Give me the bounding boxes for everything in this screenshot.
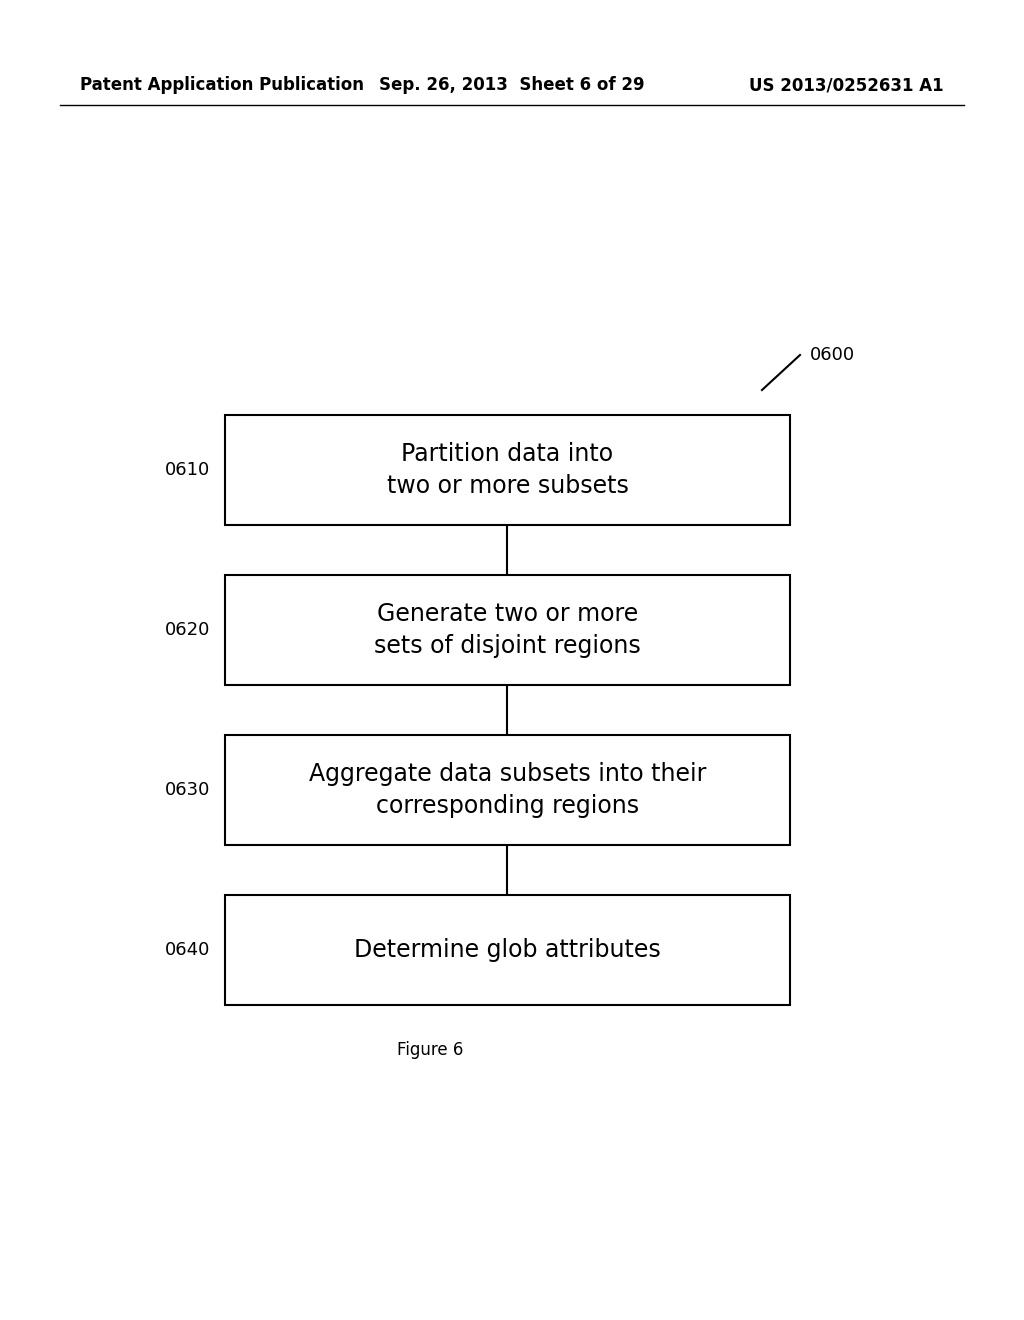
Text: Patent Application Publication: Patent Application Publication — [80, 77, 364, 94]
Bar — [225, 895, 790, 1005]
Text: 0610: 0610 — [165, 461, 210, 479]
Text: 0620: 0620 — [165, 620, 210, 639]
Text: Partition data into
two or more subsets: Partition data into two or more subsets — [387, 442, 629, 498]
Bar — [225, 735, 790, 845]
Text: 0640: 0640 — [165, 941, 210, 960]
Text: Generate two or more
sets of disjoint regions: Generate two or more sets of disjoint re… — [374, 602, 641, 657]
Text: Determine glob attributes: Determine glob attributes — [354, 939, 660, 962]
Bar — [225, 576, 790, 685]
Text: 0600: 0600 — [810, 346, 855, 364]
Text: Aggregate data subsets into their
corresponding regions: Aggregate data subsets into their corres… — [309, 762, 707, 818]
Text: 0630: 0630 — [165, 781, 210, 799]
Text: Sep. 26, 2013  Sheet 6 of 29: Sep. 26, 2013 Sheet 6 of 29 — [379, 77, 645, 94]
Text: US 2013/0252631 A1: US 2013/0252631 A1 — [750, 77, 944, 94]
Text: Figure 6: Figure 6 — [397, 1041, 463, 1059]
Bar — [225, 414, 790, 525]
